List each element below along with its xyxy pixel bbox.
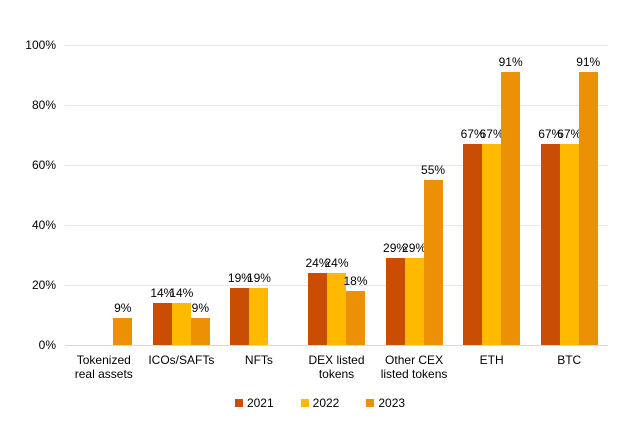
- bar-2021-btc: [540, 144, 560, 345]
- bar-2022-icos-safts: [171, 303, 191, 345]
- bar-value-label: 29%: [383, 241, 408, 255]
- x-axis-line: [65, 345, 608, 346]
- y-axis-tick-label: 20%: [31, 278, 56, 292]
- gridline: [65, 45, 608, 46]
- bar-value-label: 9%: [191, 301, 210, 315]
- x-axis-category-label: ETH: [447, 353, 537, 367]
- legend-item-label: 2022: [312, 396, 340, 410]
- x-axis-category-label-line: real assets: [74, 367, 133, 381]
- bar-value-label: 18%: [343, 274, 368, 288]
- x-axis-category-label-line: NFTs: [244, 353, 273, 367]
- bar-2022-btc: [559, 144, 579, 345]
- legend-item-2021: 2021: [234, 396, 274, 410]
- bar-value-label: 91%: [498, 55, 523, 69]
- gridline: [65, 165, 608, 166]
- bar-2022-dex-listed-tokens: [327, 273, 346, 345]
- bar-2021-other-cex-listed-tokens: [385, 258, 405, 345]
- bar-value-label: 67%: [460, 127, 485, 141]
- x-axis-category-label-line: DEX listed: [308, 353, 365, 367]
- legend-item-label: 2021: [246, 396, 274, 410]
- x-axis-category-label: DEX listed tokens: [292, 353, 382, 381]
- gridline: [65, 225, 608, 226]
- y-axis-tick-label: 40%: [31, 218, 56, 232]
- bar-value-label: 91%: [576, 55, 601, 69]
- y-axis-tick-label: 100%: [25, 38, 56, 52]
- x-axis-category-label: NFTs: [214, 353, 304, 367]
- x-axis-category-label-line: BTC: [557, 353, 582, 367]
- bar-2023-tokenized-real-assets: [113, 318, 133, 345]
- bar-value-label: 67%: [538, 127, 563, 141]
- bar-value-label: 67%: [557, 127, 582, 141]
- bar-2023-eth: [501, 72, 521, 345]
- x-axis-category-label: Other CEX listed tokens: [369, 353, 459, 381]
- bar-2023-other-cex-listed-tokens: [423, 180, 443, 345]
- x-axis-category-label-line: ICOs/SAFTs: [148, 353, 215, 367]
- x-axis-category-label-line: tokens: [318, 367, 355, 381]
- x-axis-category-label-line: ETH: [479, 353, 504, 367]
- bar-2021-icos-safts: [152, 303, 172, 345]
- legend-swatch-icon: [366, 399, 375, 407]
- bar-2023-dex-listed-tokens: [346, 291, 365, 345]
- bar-2021-nfts: [230, 288, 250, 345]
- bar-2022-nfts: [249, 288, 269, 345]
- x-axis-category-label-line: listed tokens: [380, 367, 448, 381]
- legend-item-2022: 2022: [300, 396, 340, 410]
- legend: 2021 2022 2023: [0, 396, 640, 410]
- x-axis-category-label-line: Other CEX: [385, 353, 444, 367]
- x-axis-category-label: Tokenized real assets: [59, 353, 149, 381]
- legend-swatch-icon: [300, 399, 309, 407]
- gridline: [65, 105, 608, 106]
- y-axis-tick-label: 60%: [31, 158, 56, 172]
- bar-value-label: 14%: [169, 286, 194, 300]
- bar-value-label: 9%: [114, 301, 132, 315]
- bar-2023-btc: [578, 72, 598, 345]
- bar-value-label: 24%: [305, 256, 330, 270]
- bar-value-label: 24%: [324, 256, 349, 270]
- x-axis-category-label-line: Tokenized: [76, 353, 131, 367]
- bar-value-label: 29%: [402, 241, 427, 255]
- y-axis-tick-label: 80%: [31, 98, 56, 112]
- bar-2021-eth: [463, 144, 483, 345]
- x-axis-category-label: ICOs/SAFTs: [136, 353, 226, 367]
- bar-2023-icos-safts: [190, 318, 210, 345]
- bar-value-label: 14%: [150, 286, 175, 300]
- legend-item-2023: 2023: [366, 396, 405, 410]
- y-axis-tick-label: 0%: [38, 338, 56, 352]
- bar-2021-dex-listed-tokens: [308, 273, 327, 345]
- legend-item-label: 2023: [378, 396, 406, 410]
- bar-value-label: 19%: [246, 271, 271, 285]
- bar-2022-other-cex-listed-tokens: [404, 258, 424, 345]
- x-axis-category-label: BTC: [524, 353, 614, 367]
- bar-value-label: 55%: [421, 163, 446, 177]
- legend-swatch-icon: [234, 399, 243, 407]
- bar-2022-eth: [482, 144, 502, 345]
- bar-value-label: 19%: [227, 271, 252, 285]
- bar-value-label: 67%: [479, 127, 504, 141]
